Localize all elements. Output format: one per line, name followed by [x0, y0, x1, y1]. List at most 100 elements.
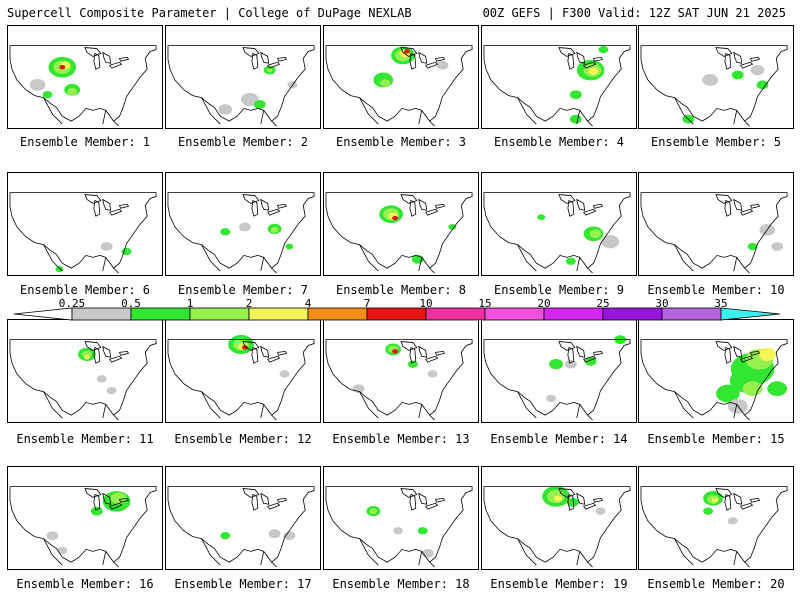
us-outline — [167, 486, 315, 563]
great-lake-outline — [277, 203, 288, 209]
great-lake-outline — [418, 492, 428, 505]
scp-contour-blob — [57, 546, 68, 555]
ensemble-map-panel — [481, 25, 637, 129]
ensemble-member-label: Ensemble Member: 18 — [332, 577, 470, 591]
great-lake-outline — [418, 51, 428, 64]
great-lake-outline — [400, 341, 418, 351]
great-lake-outline — [260, 492, 270, 505]
ensemble-map-panel — [7, 466, 163, 570]
great-lake-outline — [576, 492, 586, 505]
ensemble-member-label: Ensemble Member: 4 — [493, 135, 625, 149]
great-lake-outline — [583, 355, 597, 363]
scp-contour-blob — [703, 507, 714, 515]
us-outline — [640, 339, 788, 416]
great-lake-outline — [750, 350, 761, 356]
colorbar-tick-label: 15 — [478, 297, 492, 310]
us-outline — [325, 192, 473, 269]
great-lake-outline — [576, 345, 586, 358]
coastline — [517, 391, 593, 421]
ensemble-map-panel — [7, 172, 163, 276]
coastline — [359, 97, 435, 127]
great-lake-outline — [740, 61, 754, 69]
scp-contour-blob — [565, 257, 576, 265]
great-lake-outline — [740, 208, 754, 216]
ensemble-map-panel — [165, 319, 321, 423]
member-map — [9, 486, 157, 568]
coastline — [674, 244, 750, 274]
great-lake-outline — [277, 350, 288, 356]
ensemble-member-label: Ensemble Member: 7 — [177, 283, 309, 297]
great-lake-outline — [593, 56, 604, 62]
great-lake-outline — [267, 208, 281, 216]
great-lake-outline — [715, 194, 733, 204]
scp-contour-blob — [268, 529, 281, 539]
us-outline — [9, 192, 157, 269]
scp-contour-blob — [220, 531, 231, 540]
scp-contour-blob — [712, 498, 718, 503]
colorbar-tick-label: 4 — [304, 297, 312, 310]
great-lake-outline — [251, 199, 259, 217]
coastline — [201, 97, 277, 127]
member-map — [483, 192, 631, 274]
scp-contour-blob — [106, 386, 117, 395]
great-lake-outline — [93, 493, 101, 511]
great-lake-outline — [242, 341, 260, 351]
great-lake-outline — [715, 47, 733, 57]
great-lake-outline — [260, 51, 270, 64]
us-outline — [640, 486, 788, 563]
great-lake-outline — [242, 194, 260, 204]
colorbar-tick-label: 2 — [245, 297, 253, 310]
ensemble-map-panel — [638, 25, 794, 129]
colorbar-right-arrow — [720, 307, 781, 321]
colorbar-segment — [189, 307, 250, 321]
great-lake-outline — [733, 198, 743, 211]
great-lake-outline — [583, 208, 597, 216]
great-lake-outline — [84, 488, 102, 498]
great-lake-outline — [593, 350, 604, 356]
great-lake-outline — [715, 341, 733, 351]
ensemble-member-label: Ensemble Member: 15 — [647, 432, 785, 446]
scp-contour-blob — [393, 527, 403, 535]
great-lake-outline — [102, 198, 112, 211]
member-map — [640, 339, 788, 421]
scp-contour-blob — [84, 355, 90, 360]
us-outline — [9, 486, 157, 563]
great-lake-outline — [593, 203, 604, 209]
great-lake-outline — [425, 502, 439, 510]
member-map — [167, 486, 315, 568]
colorbar-segment — [248, 307, 309, 321]
great-lake-outline — [567, 346, 575, 364]
ensemble-map-panel — [481, 319, 637, 423]
coastline — [201, 538, 277, 568]
us-outline — [483, 192, 631, 269]
ensemble-map-panel — [481, 172, 637, 276]
scp-contour-blob — [42, 90, 53, 99]
scp-contour-blob — [716, 384, 740, 403]
great-lake-outline — [740, 502, 754, 510]
member-map — [483, 45, 631, 127]
scp-contour-blob — [29, 78, 46, 91]
great-lake-outline — [418, 345, 428, 358]
scp-contour-blob — [588, 67, 599, 75]
scp-contour-blob — [380, 79, 391, 87]
member-map — [483, 335, 631, 421]
scp-contour-blob — [67, 88, 78, 96]
us-outline — [640, 192, 788, 269]
great-lake-outline — [750, 497, 761, 503]
ensemble-member-label: Ensemble Member: 2 — [177, 135, 309, 149]
great-lake-outline — [277, 56, 288, 62]
colorbar-segment — [307, 307, 368, 321]
great-lake-outline — [93, 199, 101, 217]
great-lake-outline — [84, 341, 102, 351]
scp-contour-blob — [549, 358, 563, 370]
great-lake-outline — [400, 47, 418, 57]
great-lake-outline — [400, 488, 418, 498]
ensemble-map-panel — [323, 172, 479, 276]
ensemble-member-label: Ensemble Member: 13 — [332, 432, 470, 446]
scp-contour-blob — [96, 375, 107, 383]
us-outline — [640, 45, 788, 122]
great-lake-outline — [733, 492, 743, 505]
great-lake-outline — [425, 355, 439, 363]
colorbar-tick-label: 35 — [714, 297, 728, 310]
us-outline — [325, 486, 473, 563]
